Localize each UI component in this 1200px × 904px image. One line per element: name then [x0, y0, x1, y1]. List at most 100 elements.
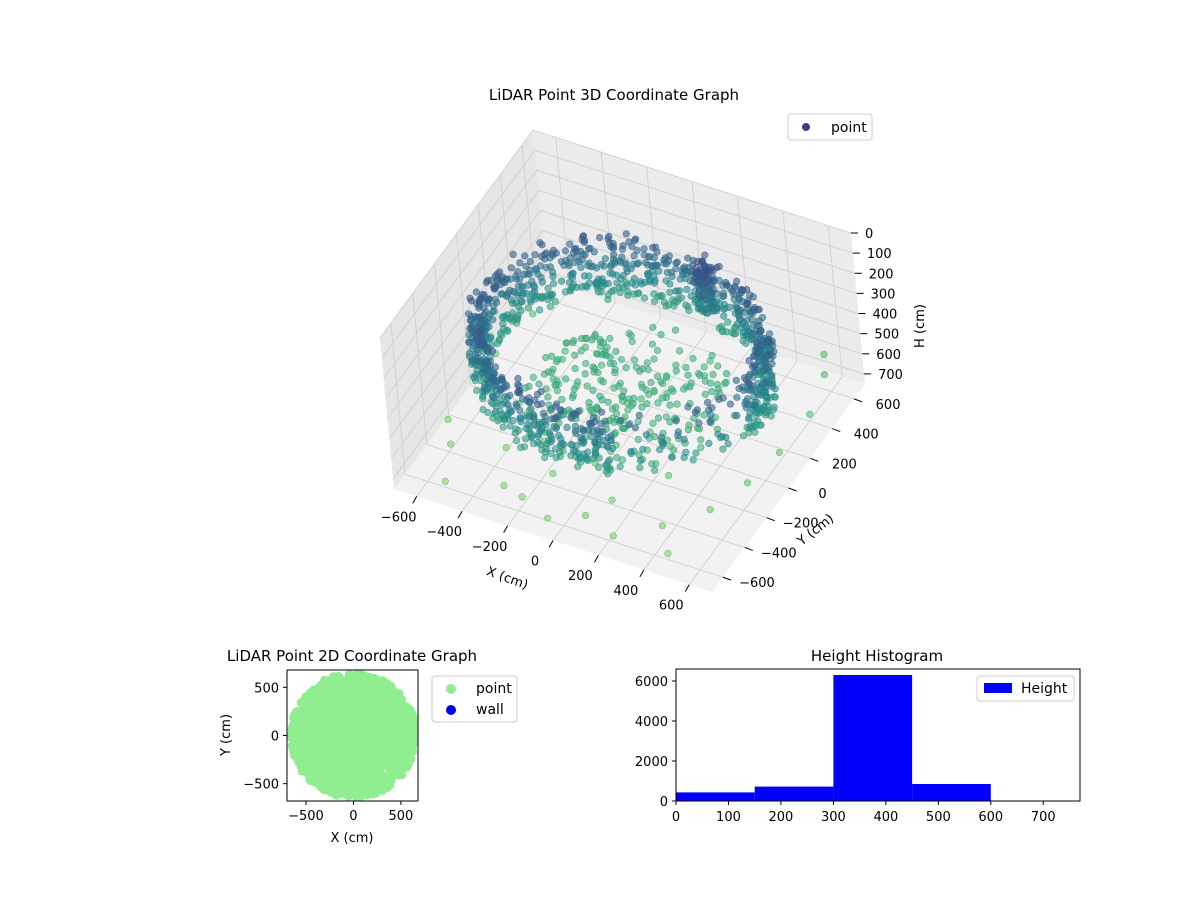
plot-2d-point	[352, 707, 362, 717]
plot-3d-point	[722, 279, 730, 287]
plot-3d-point	[612, 403, 620, 411]
plot-3d-point	[473, 386, 481, 395]
plot-2d-point	[404, 731, 413, 741]
plot-3d-gridline-x	[598, 196, 752, 556]
plot-3d-point	[637, 395, 645, 403]
plot-3d-xtick	[593, 554, 599, 563]
plot-3d-point	[479, 369, 487, 377]
plot-3d-point	[511, 429, 519, 437]
plot-3d-ytick	[832, 428, 841, 433]
plot-3d-point	[619, 242, 627, 250]
histogram-ticks: 0 100 200 300 400 500 600 700 0 2000 4000 6000	[635, 675, 1056, 825]
plot-3d-point	[726, 400, 735, 408]
plot-3d-point	[468, 356, 477, 364]
plot-2d-point	[340, 771, 350, 781]
plot-3d-point	[573, 253, 581, 261]
plot-3d-point	[736, 308, 744, 316]
plot-3d-point	[720, 292, 728, 300]
plot-3d-point	[643, 359, 651, 367]
plot-3d-point	[616, 462, 624, 471]
plot-3d-point	[673, 258, 681, 266]
plot-3d-point	[647, 378, 655, 387]
plot-2d-point	[369, 686, 379, 696]
plot-3d-point	[581, 511, 590, 520]
plot-2d-point	[303, 735, 312, 745]
plot-3d-point	[512, 402, 521, 410]
plot-3d-point	[472, 370, 480, 379]
plot-3d-point	[497, 329, 505, 337]
plot-3d-point	[619, 284, 627, 292]
plot-3d-point	[707, 294, 715, 302]
plot-2d-point	[331, 775, 341, 785]
plot-3d-point	[572, 442, 580, 450]
plot-3d-point	[668, 453, 676, 461]
plot-3d-point	[541, 413, 549, 421]
plot-3d-point	[570, 385, 578, 393]
plot-3d-point	[732, 277, 741, 286]
plot-2d-point	[333, 675, 343, 685]
plot-3d-point	[518, 493, 526, 501]
plot-3d-point	[605, 456, 614, 464]
plot-3d-point	[507, 296, 516, 304]
plot-3d-point	[642, 386, 650, 394]
plot-2d-point	[347, 783, 357, 793]
plot-3d-point	[475, 327, 484, 336]
plot-3d-point	[617, 356, 626, 364]
plot-3d-point	[578, 256, 586, 264]
plot-3d-point	[521, 252, 529, 260]
plot-3d-point	[598, 351, 606, 359]
plot-3d-xtick-label: −200	[472, 540, 508, 555]
plot-3d-legend-marker	[802, 123, 810, 131]
plot-3d-point	[484, 299, 492, 307]
plot-3d-point	[472, 288, 480, 296]
plot-3d-point	[585, 399, 593, 407]
plot-3d-point	[666, 401, 674, 409]
plot-3d-point	[608, 496, 616, 504]
plot-3d-point	[549, 280, 558, 288]
plot-3d-point	[529, 310, 537, 318]
plot-3d-point	[684, 371, 692, 379]
plot-3d-point	[658, 438, 667, 446]
plot-3d-point	[541, 454, 549, 462]
plot-3d-ztick-label: 700	[878, 368, 903, 383]
plot-3d-point	[486, 357, 495, 366]
plot-3d-point	[749, 293, 757, 301]
plot-3d-ytick-label: 200	[832, 457, 857, 472]
plot-2d-point	[394, 763, 404, 773]
plot-3d-ztick-label: 600	[876, 348, 901, 363]
plot-3d-point	[577, 263, 585, 272]
plot-3d-point	[500, 482, 508, 490]
plot-3d-point	[577, 347, 585, 355]
plot-2d-point	[322, 723, 332, 733]
plot-3d-point	[540, 370, 549, 378]
plot-3d-point	[666, 418, 674, 426]
plot-3d-point	[594, 368, 602, 377]
plot-3d-point	[666, 280, 674, 288]
plot-2d: LiDAR Point 2D Coordinate Graph −500 0 500…	[219, 647, 518, 846]
plot-3d-point	[514, 389, 522, 397]
plot-3d-point	[542, 354, 550, 362]
plot-3d-point	[770, 403, 778, 411]
plot-3d-point	[587, 406, 595, 415]
plot-3d-point	[477, 341, 485, 349]
plot-3d-point	[489, 302, 498, 310]
plot-3d-point	[489, 374, 497, 382]
plot-3d-point	[546, 303, 555, 311]
plot-3d-point	[499, 319, 507, 328]
plot-2d-point	[302, 697, 312, 706]
plot-3d-point	[653, 372, 662, 380]
plot-3d-point	[571, 259, 580, 267]
plot-3d-point	[662, 413, 671, 421]
plot-3d-point	[624, 406, 632, 414]
plot-3d-point	[755, 409, 763, 417]
plot-3d-point	[639, 445, 647, 453]
plot-3d-point	[707, 418, 715, 427]
plot-3d-point	[531, 251, 539, 259]
plot-3d-point	[606, 436, 615, 445]
plot-3d-point	[696, 371, 704, 380]
plot-3d-point	[489, 316, 497, 324]
plot-2d-point	[310, 762, 320, 772]
plot-3d-point	[745, 379, 753, 387]
plot-3d-point	[650, 272, 658, 280]
plot-2d-point	[328, 701, 337, 711]
